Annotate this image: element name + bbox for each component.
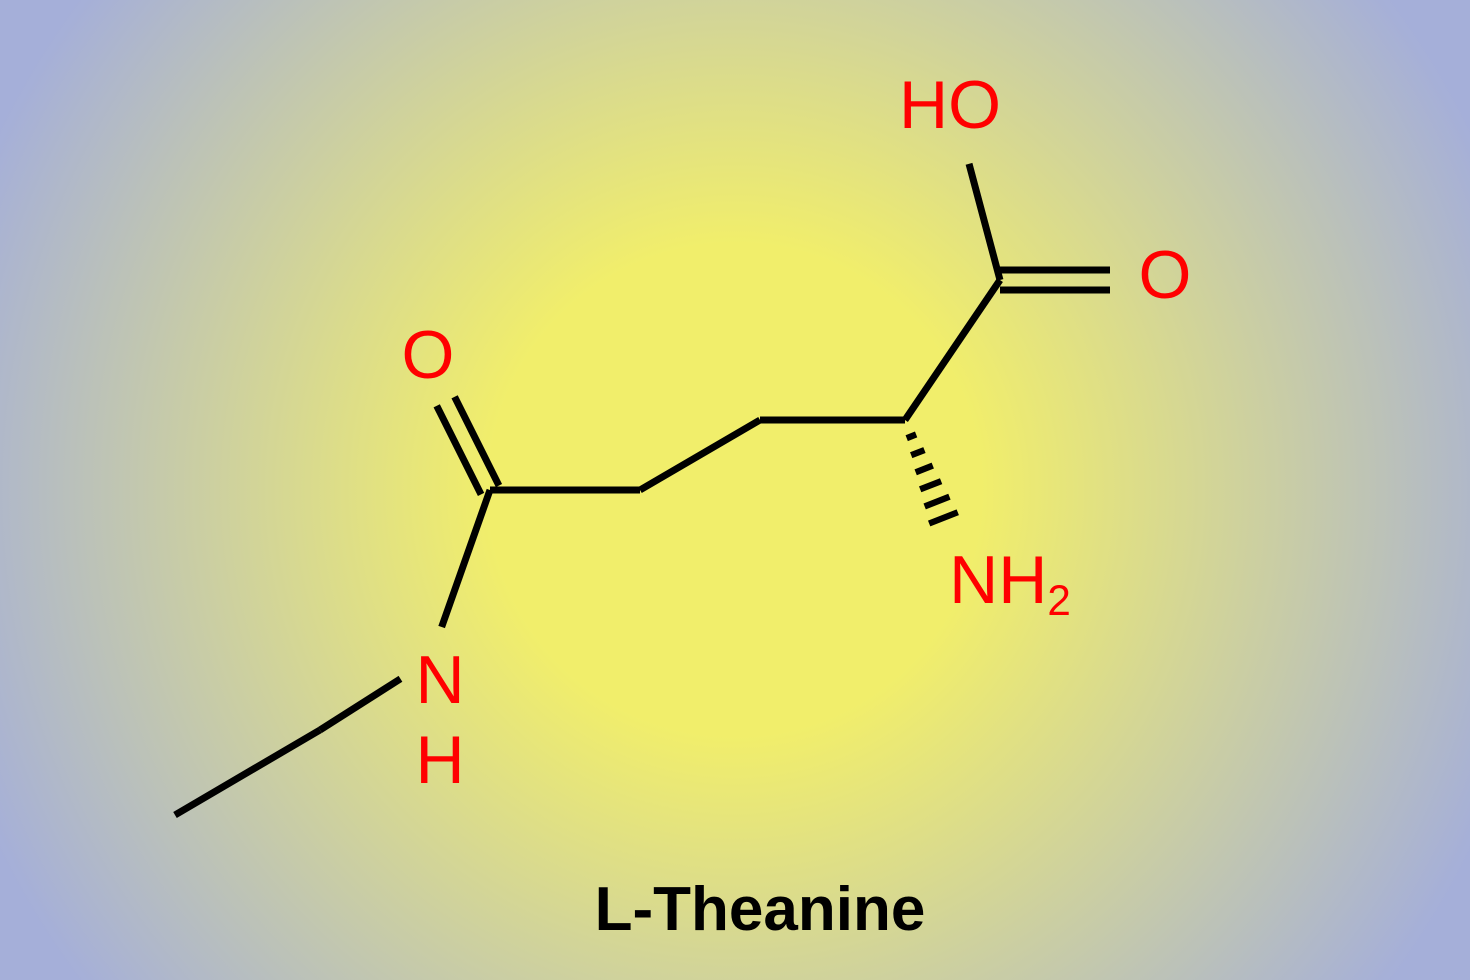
molecule-canvas: O NH NH2 HO O L-Theanine bbox=[0, 0, 1470, 980]
atom-label-n_amide: N bbox=[415, 646, 464, 714]
molecule-title: L-Theanine bbox=[595, 879, 926, 941]
bond-layer bbox=[0, 0, 1470, 980]
atom-label-oh: HO bbox=[899, 71, 1001, 139]
atom-label-o_dbl: O bbox=[1139, 241, 1192, 309]
atom-label-h_amide: H bbox=[415, 726, 464, 794]
atom-label-nh2: NH2 bbox=[949, 546, 1071, 614]
atom-label-o_carbonyl: O bbox=[402, 321, 455, 389]
